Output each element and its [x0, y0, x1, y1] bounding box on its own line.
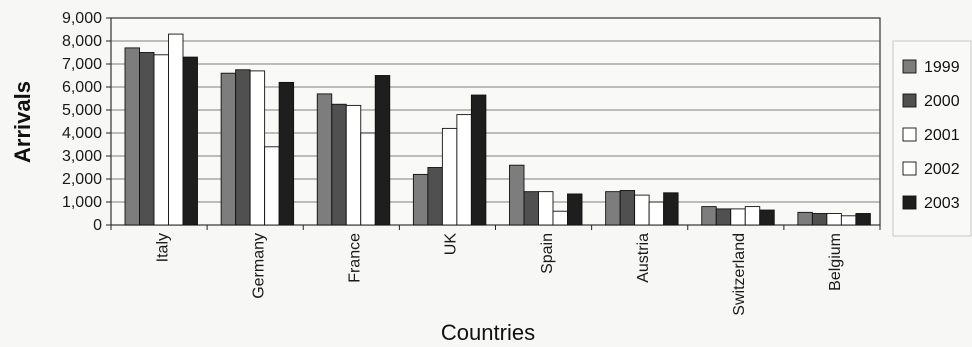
y-axis-title: Arrivals: [10, 81, 35, 163]
x-tick-label: UK: [443, 233, 460, 256]
bar-switzerland-1999: [701, 206, 717, 226]
legend-swatch-2001: [902, 127, 917, 142]
legend-label: 2000: [924, 93, 960, 110]
y-tick-label: 1,000: [62, 194, 102, 211]
x-tick-label: Germany: [250, 233, 267, 299]
y-tick-label: 4,000: [62, 125, 102, 142]
bar-france-2001: [345, 104, 362, 226]
bar-spain-2003: [567, 193, 583, 226]
bar-germany-1999: [220, 72, 237, 226]
bar-belgium-2003: [855, 213, 871, 226]
bar-spain-2001: [538, 191, 554, 226]
y-tick-label: 5,000: [62, 102, 102, 119]
bar-austria-1999: [605, 191, 621, 226]
bar-switzerland-2002: [744, 206, 761, 226]
bar-uk-2001: [441, 127, 458, 226]
bar-france-2003: [374, 75, 391, 226]
x-axis-title: Countries: [441, 320, 535, 345]
bar-belgium-2000: [811, 213, 828, 226]
bar-germany-2002: [264, 146, 280, 226]
bar-france-2002: [360, 132, 376, 226]
bar-germany-2001: [249, 70, 266, 226]
x-tick-label: Italy: [154, 233, 171, 262]
bar-switzerland-2000: [715, 208, 732, 226]
bar-spain-2002: [552, 210, 568, 226]
bar-italy-2003: [182, 56, 198, 226]
bar-uk-2002: [456, 114, 472, 226]
bar-austria-2003: [663, 192, 679, 226]
legend-swatch-2000: [902, 93, 917, 108]
bars: [124, 33, 871, 226]
x-tick-label: Belgium: [827, 233, 844, 291]
bar-uk-1999: [412, 173, 429, 226]
bar-austria-2001: [634, 194, 650, 226]
labels: 0 1,000 2,000 3,000 4,000 5,000 6,000 7,000 8,00…: [62, 10, 844, 316]
x-tick-label: Switzerland: [731, 233, 748, 316]
y-tick-label: 7,000: [62, 56, 102, 73]
bar-belgium-2001: [826, 213, 842, 226]
x-tick-label: Austria: [635, 233, 652, 283]
bar-italy-2002: [168, 33, 184, 226]
bar-spain-2000: [523, 191, 539, 226]
bar-uk-2003: [470, 94, 487, 226]
bar-italy-1999: [124, 47, 140, 226]
y-tick-label: 9,000: [62, 10, 102, 27]
y-tick-label: 8,000: [62, 33, 102, 50]
legend-label: 2002: [924, 161, 960, 178]
x-tick-label: France: [347, 233, 364, 283]
y-tick-label: 6,000: [62, 79, 102, 96]
bar-belgium-1999: [797, 211, 813, 226]
legend-swatch-2003: [902, 195, 917, 210]
y-tick-label: 0: [93, 217, 102, 234]
legend-label: 2003: [924, 195, 960, 212]
bar-switzerland-2003: [759, 209, 775, 226]
bar-austria-2000: [619, 190, 636, 226]
legend: 1999 2000 2001 2002 2003: [892, 40, 972, 237]
legend-swatch-2002: [902, 161, 917, 176]
bar-belgium-2002: [840, 215, 857, 226]
bar-spain-1999: [509, 164, 525, 226]
bar-switzerland-2001: [730, 208, 746, 226]
y-tick-label: 3,000: [62, 148, 102, 165]
legend-label: 1999: [924, 59, 960, 76]
bar-france-2000: [331, 103, 347, 226]
legend-label: 2001: [924, 127, 960, 144]
y-tick-label: 2,000: [62, 171, 102, 188]
bar-italy-2000: [139, 52, 155, 226]
x-tick-label: Spain: [539, 233, 556, 274]
bar-austria-2002: [648, 201, 665, 226]
axes: [106, 17, 881, 230]
legend-swatch-1999: [902, 59, 917, 74]
bar-germany-2000: [235, 69, 251, 226]
bar-italy-2001: [153, 54, 169, 226]
bar-germany-2003: [278, 81, 295, 226]
bar-uk-2000: [427, 167, 443, 226]
bar-france-1999: [316, 93, 333, 226]
